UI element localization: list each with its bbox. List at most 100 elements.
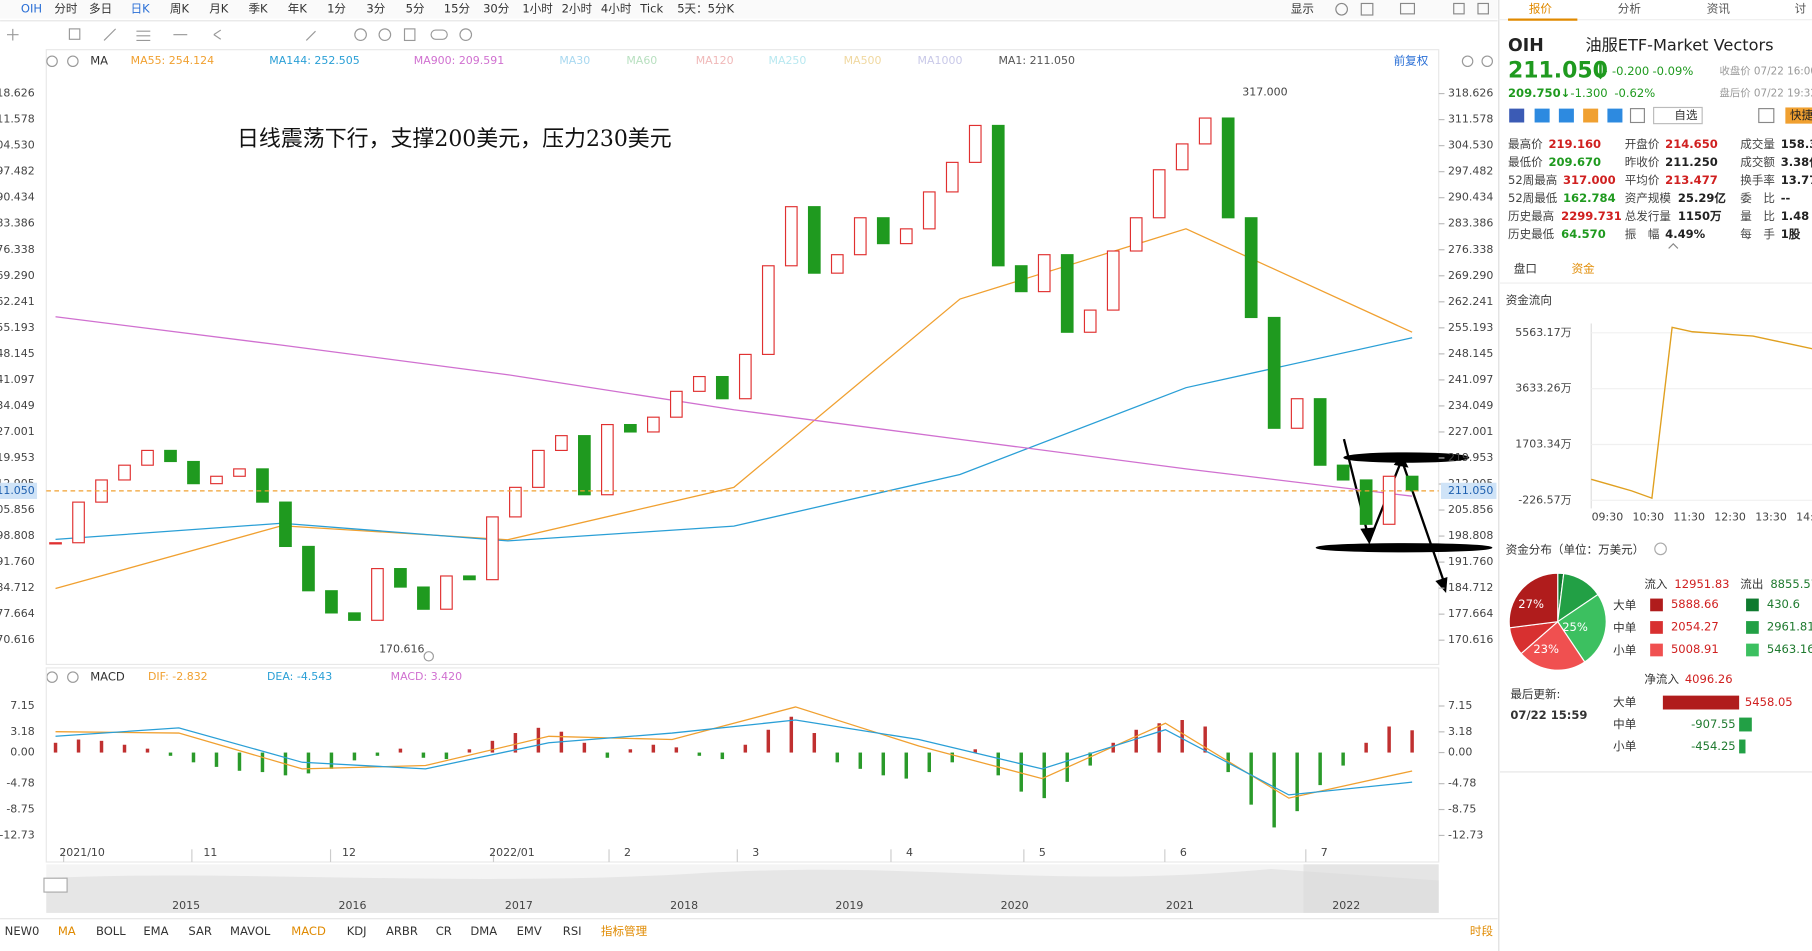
- navigator-window[interactable]: [1303, 864, 1439, 913]
- macd-bar: [1180, 719, 1184, 753]
- macd-legend: DEA: -4.543: [267, 670, 332, 683]
- period-tab[interactable]: Tick: [639, 2, 663, 16]
- quote-tab[interactable]: 报价: [1529, 2, 1553, 16]
- macd-bar: [352, 752, 357, 761]
- after-note: 盘后价 07/22 19:32: [1719, 87, 1812, 100]
- period-tab[interactable]: 2小时: [562, 2, 593, 16]
- indicator-tab[interactable]: KDJ: [347, 924, 367, 938]
- fund-flow-tick-label: 1703.34万: [1515, 437, 1571, 450]
- macd-tick-label: 3.18: [1448, 725, 1472, 738]
- y-tick-label: 177.664: [1448, 607, 1493, 620]
- last-price-label-left: 211.050: [0, 484, 35, 497]
- y-tick-label: 191.760: [1448, 555, 1493, 568]
- indicator-tab[interactable]: MA: [58, 924, 76, 938]
- quote-field-label: 总发行量: [1625, 209, 1672, 223]
- candle: [49, 542, 62, 545]
- sub-tab[interactable]: 资金: [1572, 262, 1596, 276]
- macd-tick-label-left: -8.75: [6, 803, 34, 816]
- quick-button[interactable]: [1785, 107, 1812, 124]
- collapse-icon[interactable]: [1668, 242, 1679, 249]
- quote-tab[interactable]: 讨: [1795, 2, 1807, 16]
- period-tab[interactable]: 1小时: [522, 2, 553, 16]
- period-tab[interactable]: 分时: [54, 2, 78, 16]
- watch-label[interactable]: 自选: [1674, 108, 1698, 122]
- period-tab[interactable]: 季K: [249, 2, 269, 16]
- candle: [210, 475, 223, 485]
- period-tab[interactable]: 周K: [170, 2, 190, 16]
- fund-flow-tick-label: 5563.17万: [1515, 326, 1571, 339]
- quote-tab[interactable]: 资讯: [1707, 2, 1731, 16]
- macd-bar: [329, 752, 334, 769]
- period-tab[interactable]: 5分: [406, 2, 425, 16]
- y-tick-label: 234.049: [1448, 399, 1493, 412]
- macd-tick-label: 7.15: [1448, 699, 1472, 712]
- indicator-tab[interactable]: DMA: [470, 924, 497, 938]
- watch-button[interactable]: [1653, 106, 1703, 125]
- indicator-tab[interactable]: 指标管理: [601, 924, 648, 938]
- quote-tab[interactable]: 分析: [1618, 2, 1642, 16]
- dist-row-label: 中单: [1613, 621, 1636, 635]
- display-menu[interactable]: 显示: [1291, 2, 1314, 16]
- period-tab[interactable]: 多日: [89, 2, 112, 16]
- session-tab[interactable]: 时段: [1470, 924, 1494, 938]
- quick-label[interactable]: 快捷: [1790, 108, 1812, 122]
- inflow-swatch: [1650, 621, 1663, 634]
- indicator-tab[interactable]: ARBR: [386, 924, 418, 938]
- period-tab[interactable]: 5天：5分K: [677, 2, 734, 16]
- period-tab[interactable]: 1分: [327, 2, 346, 16]
- indicator-tab[interactable]: BOLL: [96, 924, 126, 938]
- indicator-name[interactable]: MA: [90, 54, 108, 68]
- candle: [945, 161, 959, 193]
- sub-tab[interactable]: 盘口: [1514, 262, 1537, 276]
- period-tab[interactable]: 30分: [483, 2, 510, 16]
- updated-time: 07/22 15:59: [1510, 708, 1587, 722]
- help-icon[interactable]: [1654, 542, 1667, 556]
- period-tab[interactable]: 日K: [131, 2, 151, 16]
- symbol-tab[interactable]: OIH: [21, 2, 42, 16]
- fund-flow-x-label: 13:30: [1755, 511, 1787, 524]
- period-tab[interactable]: 4小时: [601, 2, 632, 16]
- ma-legend: MA900: 209.591: [414, 54, 504, 67]
- indicator-tab[interactable]: EMA: [143, 924, 168, 938]
- quote-field-label: 昨收价: [1625, 155, 1660, 169]
- period-tab[interactable]: 15分: [444, 2, 471, 16]
- indicator-tab[interactable]: SAR: [188, 924, 211, 938]
- candle: [876, 217, 890, 245]
- indicator-tab[interactable]: EMV: [517, 924, 542, 938]
- adjust-mode[interactable]: 前复权: [1394, 54, 1429, 68]
- macd-bar: [375, 752, 380, 756]
- macd-bar: [582, 742, 587, 753]
- period-tab[interactable]: 3分: [366, 2, 385, 16]
- quote-field-value: 3.38亿: [1781, 155, 1812, 169]
- macd-bar: [398, 748, 403, 753]
- navigator-handle[interactable]: [43, 877, 68, 893]
- fund-flow-tick-label: 3633.26万: [1515, 382, 1571, 395]
- y-tick-label-left: 184.712: [0, 581, 35, 594]
- navigator-year: 2016: [339, 899, 367, 912]
- candle: [1221, 117, 1235, 219]
- inflow-value: 2054.27: [1671, 619, 1719, 633]
- period-tab[interactable]: 年K: [288, 2, 308, 16]
- macd-bar: [536, 727, 541, 753]
- macd-bar: [1364, 742, 1368, 753]
- y-tick-label-left: 241.097: [0, 373, 35, 386]
- net-row-label: 大单: [1613, 695, 1636, 709]
- candle: [922, 191, 936, 230]
- y-tick-label: 184.712: [1448, 581, 1493, 594]
- y-tick-label: 311.578: [1448, 113, 1493, 126]
- x-tick-label: 3: [752, 846, 759, 859]
- indicator-tab[interactable]: NEW0: [5, 924, 40, 938]
- macd-bar: [513, 733, 518, 753]
- outflow-swatch: [1746, 598, 1759, 612]
- macd-indicator[interactable]: MACD: [90, 670, 125, 684]
- indicator-tab[interactable]: RSI: [563, 924, 582, 938]
- indicator-tab[interactable]: CR: [436, 924, 452, 938]
- after-price: 209.750↓: [1508, 86, 1570, 100]
- macd-bar: [1203, 726, 1207, 753]
- indicator-tab[interactable]: MACD: [291, 924, 326, 938]
- quote-field-label: 换手率: [1740, 173, 1775, 187]
- period-tab[interactable]: 月K: [209, 2, 229, 16]
- indicator-tab[interactable]: MAVOL: [230, 924, 271, 938]
- candle: [899, 228, 913, 245]
- y-tick-label: 276.338: [1448, 243, 1493, 256]
